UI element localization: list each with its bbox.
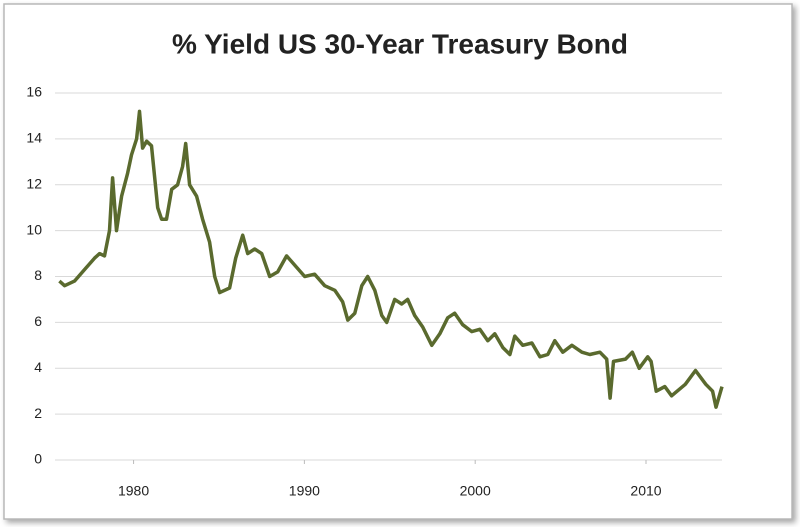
line-series (58, 109, 724, 409)
x-tick-label: 1990 (289, 483, 320, 499)
y-tick-label: 16 (26, 84, 42, 100)
y-tick-label: 4 (34, 359, 42, 375)
chart-title: % Yield US 30-Year Treasury Bond (172, 28, 628, 59)
y-tick-label: 12 (26, 175, 42, 191)
plot (58, 109, 724, 409)
y-tick-label: 14 (26, 130, 42, 146)
y-tick-label: 8 (34, 267, 42, 283)
y-tick-label: 10 (26, 221, 42, 237)
x-tick-label: 2010 (630, 483, 661, 499)
y-tick-label: 0 (34, 451, 42, 467)
grid (55, 92, 722, 464)
x-tick-label: 1980 (118, 483, 149, 499)
y-tick-label: 6 (34, 313, 42, 329)
x-tick-label: 2000 (460, 483, 491, 499)
y-tick-label: 2 (34, 405, 42, 421)
chart-frame (3, 3, 793, 520)
